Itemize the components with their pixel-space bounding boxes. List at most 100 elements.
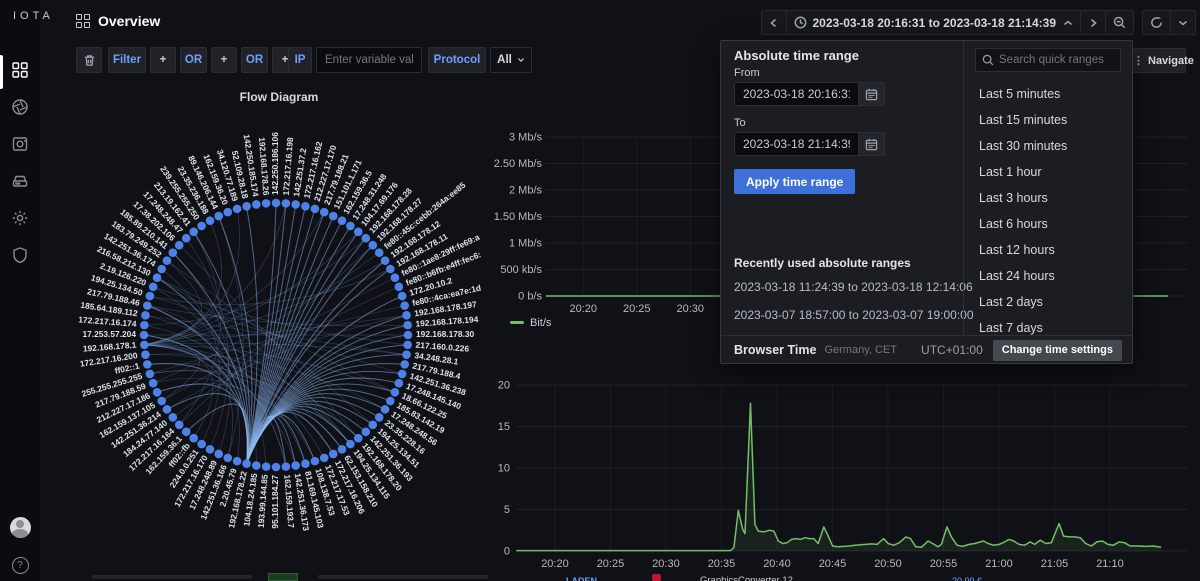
cutoff-red-icon [652, 574, 661, 581]
to-label: To [734, 117, 746, 129]
kebab-icon: ⋮ [1133, 55, 1144, 67]
quick-range-item[interactable]: Last 6 hours [979, 217, 1048, 231]
cutoff-green-cell [268, 573, 298, 581]
time-range-text: 2023-03-18 20:16:31 to 2023-03-18 21:14:… [812, 15, 1057, 30]
recent-range-item[interactable]: 2023-03-18 11:24:39 to 2023-03-18 12:14:… [734, 280, 973, 294]
svg-text:20:55: 20:55 [930, 558, 958, 570]
svg-text:192.168.178.30: 192.168.178.30 [416, 329, 475, 339]
svg-text:192.168.178.26: 192.168.178.26 [257, 137, 271, 196]
sidebar-item-dashboards[interactable] [0, 55, 40, 89]
quick-range-search[interactable] [975, 48, 1121, 72]
packets-chart: 0 5 10 15 20 20:20 20:25 20:30 20:35 20:40 20:45 20… [498, 380, 1188, 570]
to-calendar-button[interactable] [859, 132, 885, 156]
quick-range-item[interactable]: Last 1 hour [979, 165, 1042, 179]
sidebar: ? [0, 0, 40, 581]
quick-range-item[interactable]: Last 15 minutes [979, 113, 1068, 127]
svg-text:17.253.57.204: 17.253.57.204 [82, 329, 136, 339]
svg-text:217.160.0.226: 217.160.0.226 [415, 340, 469, 354]
refresh-interval-dropdown[interactable] [1171, 10, 1196, 35]
svg-text:172.217.16.174: 172.217.16.174 [78, 314, 137, 328]
svg-text:20:45: 20:45 [819, 558, 847, 570]
cutoff-price: 20.99 € [952, 576, 983, 581]
from-label: From [734, 67, 760, 79]
sidebar-item-help[interactable]: ? [0, 548, 40, 581]
sidebar-item-server[interactable] [0, 166, 40, 200]
apps-icon [11, 61, 29, 84]
protocol-selected-value: All [497, 54, 512, 66]
filter-button[interactable]: Filter [108, 47, 146, 73]
browser-time-label: Browser Time [734, 343, 817, 357]
quick-range-item[interactable]: Last 7 days [979, 321, 1043, 335]
protocol-value-dropdown[interactable]: All [490, 47, 532, 73]
vault-icon [11, 135, 29, 158]
svg-text:95.101.184.27: 95.101.184.27 [270, 475, 280, 529]
quick-range-search-input[interactable] [999, 54, 1114, 66]
chevron-right-icon [1090, 18, 1097, 27]
user-avatar[interactable] [0, 510, 40, 544]
cutoff-filename: GraphicsConverter 12 [700, 575, 793, 581]
add-filter-button[interactable]: + [211, 47, 237, 73]
refresh-button[interactable] [1142, 10, 1171, 35]
svg-text:20:25: 20:25 [623, 303, 651, 315]
navigate-button[interactable]: ⋮ Navigate [1126, 48, 1194, 73]
delete-filter-button[interactable] [76, 47, 102, 73]
sidebar-item-security[interactable] [0, 240, 40, 274]
time-range-picker-button[interactable]: 2023-03-18 20:16:31 to 2023-03-18 21:14:… [786, 10, 1081, 35]
svg-text:2.50 Mb/s: 2.50 Mb/s [494, 158, 543, 170]
apply-time-range-button[interactable]: Apply time range [734, 169, 856, 194]
add-filter-button[interactable]: + [150, 47, 176, 73]
time-shift-forward-button[interactable] [1081, 10, 1106, 35]
recent-range-item[interactable]: 2023-03-07 18:57:00 to 2023-03-07 19:00:… [734, 308, 974, 322]
page-title[interactable]: Overview [98, 13, 161, 29]
protocol-variable-label[interactable]: Protocol [428, 47, 486, 73]
popup-divider [963, 41, 964, 335]
quick-range-item[interactable]: Last 5 minutes [979, 87, 1061, 101]
cutoff-link[interactable]: LADEN [566, 576, 597, 581]
active-indicator [0, 55, 3, 89]
quick-range-item[interactable]: Last 24 hours [979, 269, 1055, 283]
sidebar-item-explore[interactable] [0, 92, 40, 126]
app-logo[interactable]: IOTA [13, 10, 54, 22]
zoom-out-time-button[interactable] [1106, 10, 1134, 35]
to-input[interactable] [734, 132, 859, 156]
time-picker-popup: Absolute time range From To Apply time r… [720, 40, 1133, 364]
calendar-icon [865, 88, 878, 100]
clock-icon [794, 16, 806, 29]
change-time-settings-button[interactable]: Change time settings [992, 339, 1122, 361]
time-shift-back-button[interactable] [760, 10, 787, 35]
svg-text:500 kb/s: 500 kb/s [500, 264, 542, 276]
utc-offset[interactable]: UTC+01:00 [921, 343, 983, 357]
svg-text:20:20: 20:20 [570, 303, 598, 315]
svg-text:162.159.193.7: 162.159.193.7 [282, 474, 296, 528]
chevron-down-icon [517, 58, 524, 62]
or-operator-button[interactable]: OR [241, 47, 268, 73]
from-input[interactable] [734, 82, 859, 106]
help-icon: ? [11, 556, 29, 574]
sidebar-item-settings[interactable] [0, 203, 40, 237]
variable-value-input[interactable] [316, 47, 422, 73]
quick-range-item[interactable]: Last 3 hours [979, 191, 1048, 205]
absolute-range-title: Absolute time range [734, 48, 859, 63]
chevron-up-icon [1063, 19, 1073, 25]
sidebar-item-vault[interactable] [0, 129, 40, 163]
gear-icon [11, 209, 29, 232]
zoom-out-icon [1113, 16, 1126, 29]
quick-range-item[interactable]: Last 12 hours [979, 243, 1055, 257]
svg-text:Bit/s: Bit/s [530, 317, 552, 329]
svg-text:193.99.144.85: 193.99.144.85 [256, 474, 270, 528]
trash-icon [84, 54, 94, 66]
breadcrumb: Overview [76, 13, 160, 29]
ip-variable-label[interactable]: IP [288, 47, 312, 73]
cutoff-text-fragment [92, 575, 252, 579]
svg-text:20:50: 20:50 [874, 558, 902, 570]
svg-text:192.168.178.1: 192.168.178.1 [83, 340, 137, 354]
navigate-label: Navigate [1148, 54, 1194, 67]
timezone-label: Germany, CET [824, 344, 897, 356]
or-operator-button[interactable]: OR [180, 47, 207, 73]
svg-text:20:30: 20:30 [652, 558, 680, 570]
svg-text:15: 15 [498, 421, 510, 433]
from-calendar-button[interactable] [859, 82, 885, 106]
time-controls: 2023-03-18 20:16:31 to 2023-03-18 21:14:… [760, 10, 1196, 35]
quick-range-item[interactable]: Last 30 minutes [979, 139, 1068, 153]
quick-range-item[interactable]: Last 2 days [979, 295, 1043, 309]
